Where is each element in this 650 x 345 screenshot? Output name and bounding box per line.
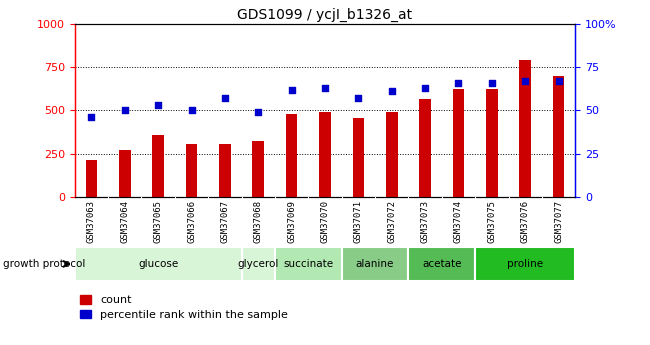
Point: [120, 108, 130, 113]
Text: GSM37068: GSM37068: [254, 200, 263, 243]
Point: [387, 89, 397, 94]
Text: glucose: glucose: [138, 259, 178, 269]
Point: [187, 108, 197, 113]
Text: GSM37066: GSM37066: [187, 200, 196, 243]
Bar: [152, 136, 164, 197]
Legend: count, percentile rank within the sample: count, percentile rank within the sample: [81, 295, 288, 320]
Bar: [86, 159, 97, 197]
Bar: [452, 89, 464, 197]
Bar: [419, 99, 431, 197]
Text: GSM37064: GSM37064: [120, 200, 129, 243]
Point: [487, 80, 497, 86]
Text: GSM37067: GSM37067: [220, 200, 229, 243]
Bar: [319, 112, 331, 197]
Text: GSM37070: GSM37070: [320, 200, 330, 243]
Text: succinate: succinate: [283, 259, 333, 269]
Point: [320, 85, 330, 91]
Text: GSM37063: GSM37063: [87, 200, 96, 243]
Text: GSM37073: GSM37073: [421, 200, 430, 243]
Point: [287, 87, 297, 92]
Text: GSM37065: GSM37065: [153, 200, 162, 243]
Text: GSM37071: GSM37071: [354, 200, 363, 243]
Point: [253, 109, 263, 115]
Point: [553, 78, 564, 84]
Bar: [119, 150, 131, 197]
Bar: [186, 144, 198, 197]
Bar: [552, 76, 564, 197]
Bar: [75, 247, 242, 281]
Point: [220, 96, 230, 101]
Text: GSM37077: GSM37077: [554, 200, 563, 243]
Point: [353, 96, 363, 101]
Bar: [275, 247, 342, 281]
Text: GSM37069: GSM37069: [287, 200, 296, 243]
Bar: [342, 247, 408, 281]
Bar: [286, 114, 298, 197]
Point: [86, 115, 97, 120]
Bar: [242, 247, 275, 281]
Text: growth protocol: growth protocol: [3, 259, 86, 269]
Bar: [519, 60, 531, 197]
Text: GSM37074: GSM37074: [454, 200, 463, 243]
Point: [453, 80, 463, 86]
Text: GSM37072: GSM37072: [387, 200, 396, 243]
Text: proline: proline: [507, 259, 543, 269]
Bar: [219, 144, 231, 197]
Bar: [475, 247, 575, 281]
Bar: [408, 247, 475, 281]
Point: [520, 78, 530, 84]
Bar: [386, 112, 398, 197]
Bar: [252, 141, 264, 197]
Text: acetate: acetate: [422, 259, 462, 269]
Bar: [352, 118, 364, 197]
Point: [420, 85, 430, 91]
Text: GSM37075: GSM37075: [488, 200, 497, 243]
Text: alanine: alanine: [356, 259, 395, 269]
Bar: [486, 89, 498, 197]
Title: GDS1099 / ycjI_b1326_at: GDS1099 / ycjI_b1326_at: [237, 8, 413, 22]
Text: GSM37076: GSM37076: [521, 200, 530, 243]
Point: [153, 102, 163, 108]
Text: glycerol: glycerol: [238, 259, 279, 269]
